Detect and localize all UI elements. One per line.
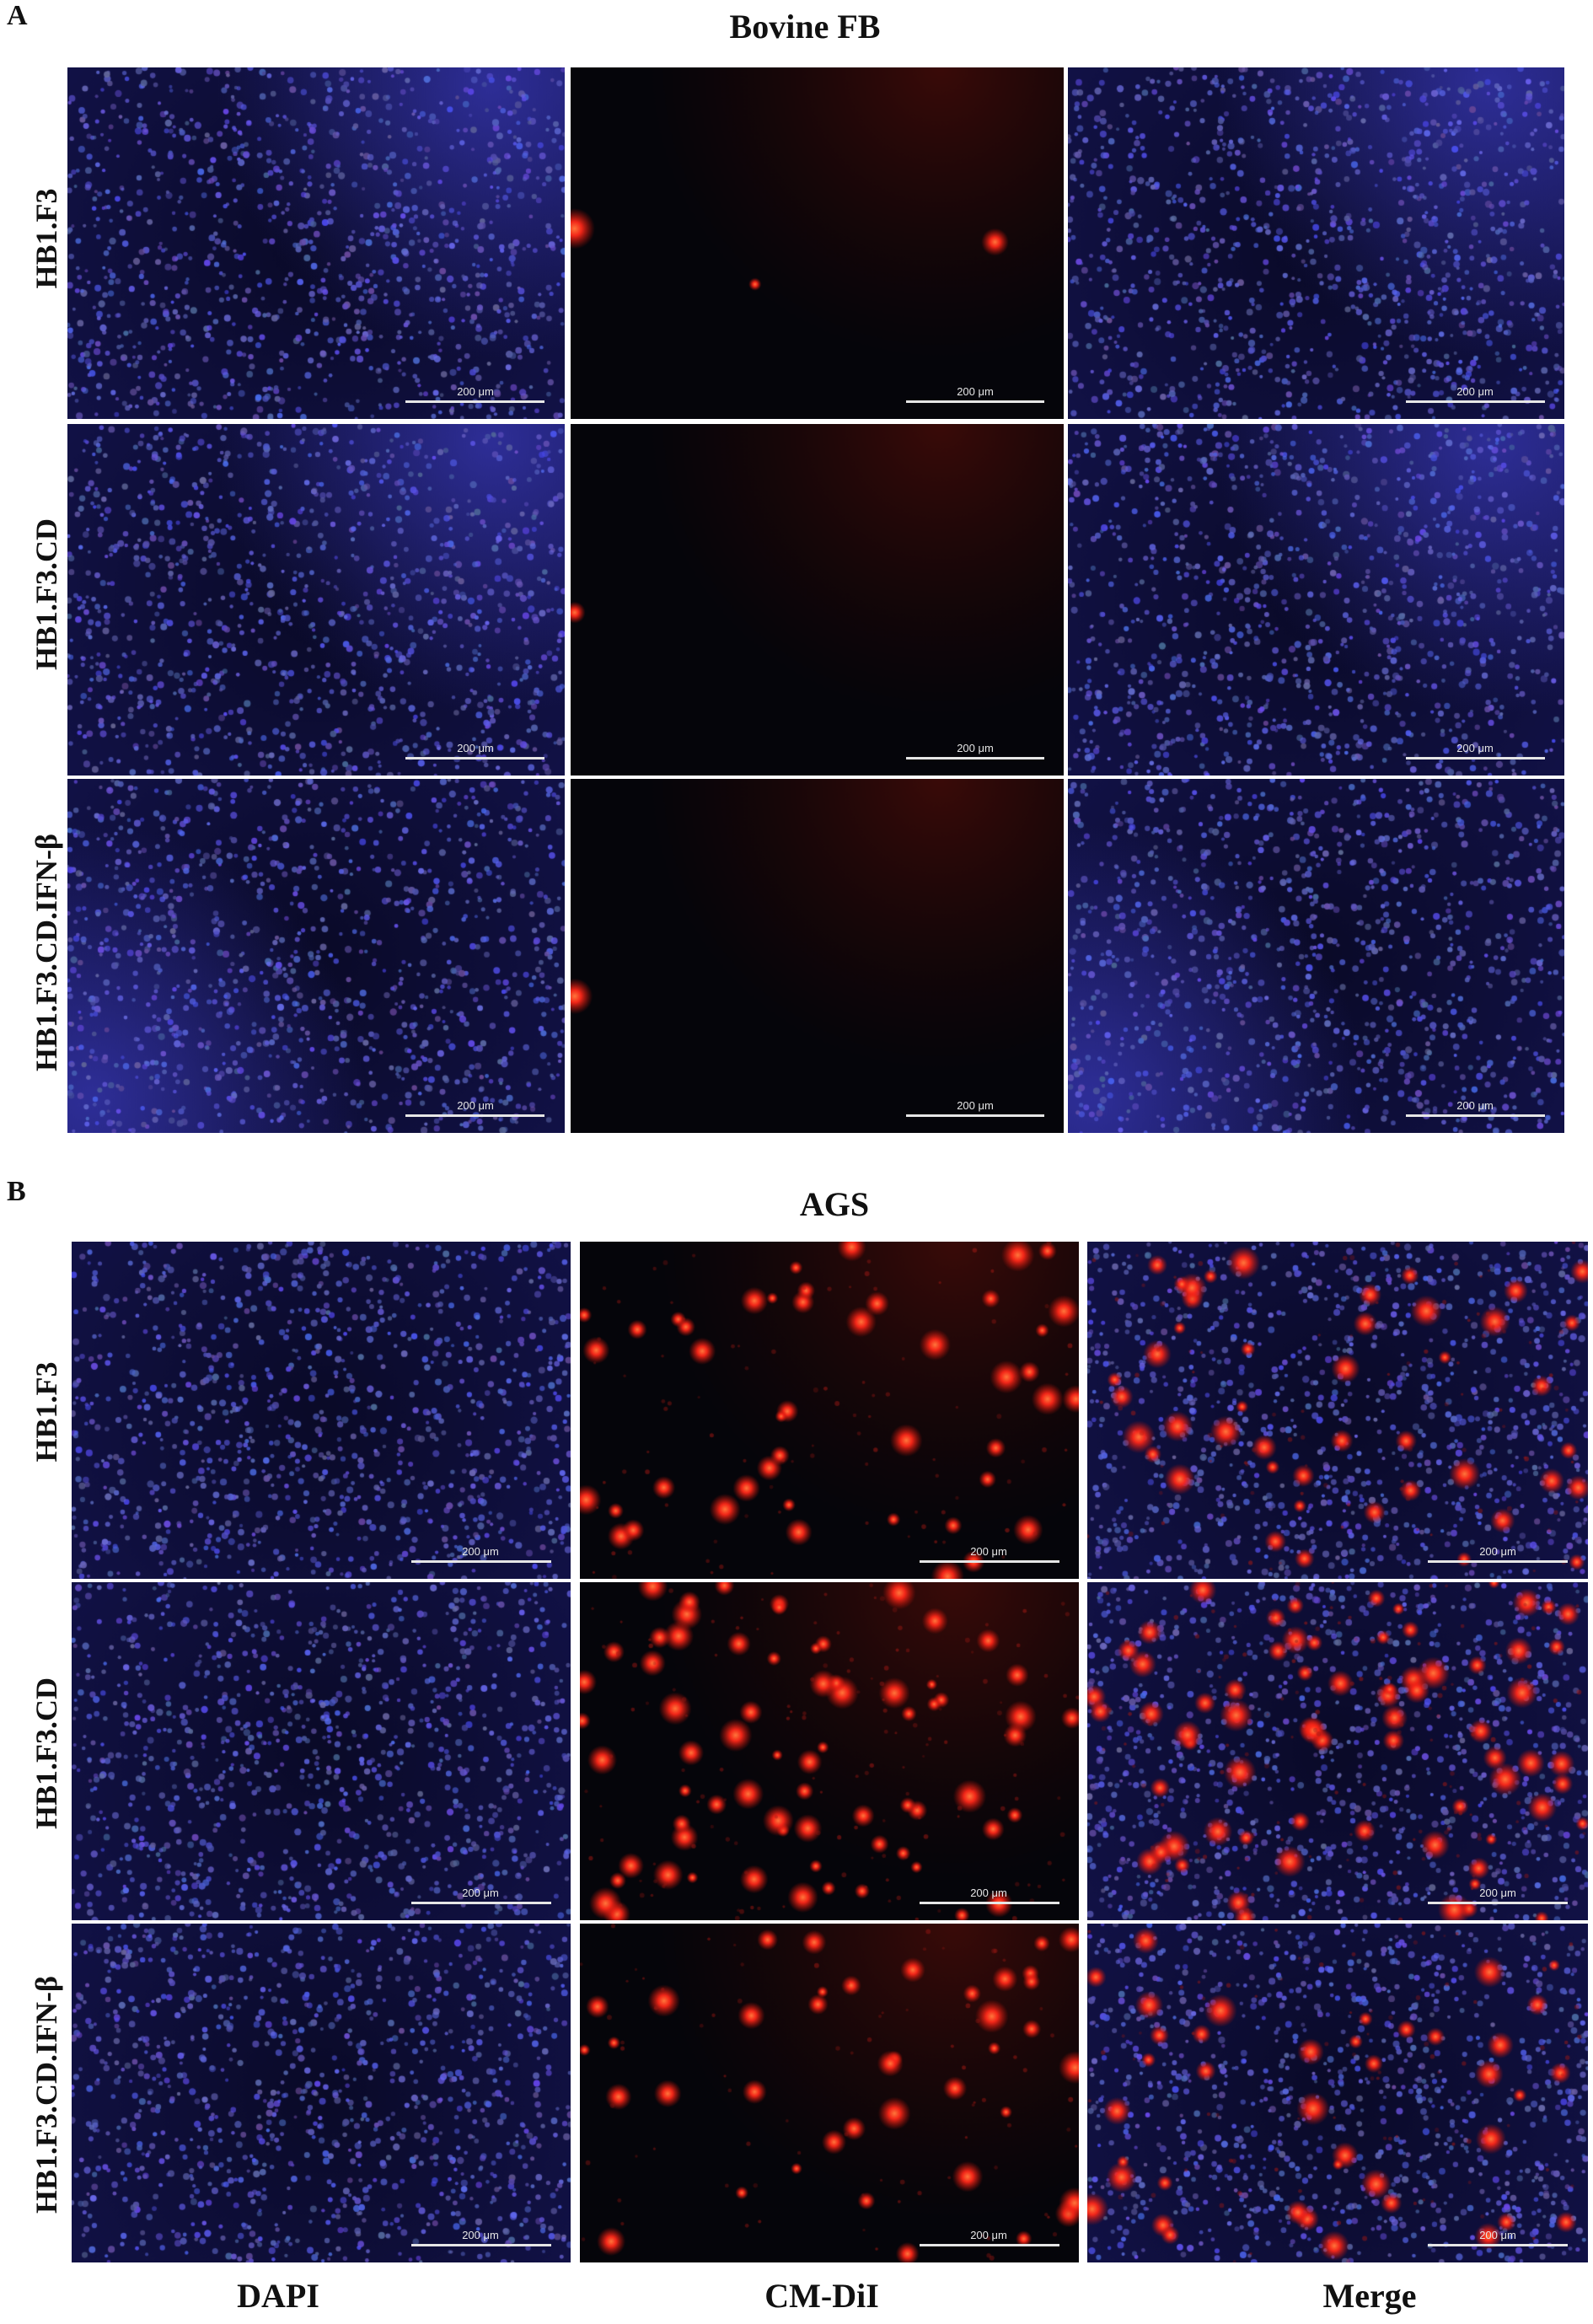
scale-bar bbox=[1428, 1902, 1568, 1904]
panel-b-title: AGS bbox=[799, 1185, 870, 1223]
micrograph-image bbox=[67, 779, 565, 1133]
micrograph-image bbox=[72, 1924, 571, 2262]
scale-bar-label: 200 μm bbox=[1479, 2229, 1516, 2241]
micrograph-b-row2-dapi: 200 μm bbox=[72, 1582, 571, 1920]
micrograph-a-row2-dapi: 200 μm bbox=[67, 424, 565, 776]
micrograph-a-row2-cm-dil: 200 μm bbox=[571, 424, 1064, 776]
scale-bar bbox=[411, 1560, 551, 1563]
scale-bar-label: 200 μm bbox=[1456, 1099, 1494, 1112]
scale-bar bbox=[1406, 757, 1545, 759]
column-label-cm-dil: CM-DiI bbox=[764, 2277, 879, 2315]
micrograph-image bbox=[571, 779, 1064, 1133]
scale-bar-label: 200 μm bbox=[1479, 1887, 1516, 1899]
scale-bar bbox=[411, 1902, 551, 1904]
scale-bar-label: 200 μm bbox=[457, 385, 494, 398]
micrograph-a-row3-cm-dil: 200 μm bbox=[571, 779, 1064, 1133]
scale-bar-label: 200 μm bbox=[957, 742, 994, 754]
micrograph-image bbox=[67, 424, 565, 776]
micrograph-b-row1-merge: 200 μm bbox=[1087, 1242, 1588, 1579]
scale-bar-label: 200 μm bbox=[970, 1887, 1007, 1899]
scale-bar bbox=[405, 400, 544, 403]
micrograph-a-row1-merge: 200 μm bbox=[1068, 67, 1564, 419]
micrograph-image bbox=[571, 67, 1064, 419]
micrograph-image bbox=[1068, 779, 1564, 1133]
micrograph-image bbox=[580, 1242, 1079, 1579]
scale-bar-label: 200 μm bbox=[462, 1887, 499, 1899]
scale-bar-label: 200 μm bbox=[457, 742, 494, 754]
scale-bar bbox=[405, 1114, 544, 1117]
scale-bar-label: 200 μm bbox=[457, 1099, 494, 1112]
micrograph-image bbox=[571, 424, 1064, 776]
scale-bar-label: 200 μm bbox=[1456, 385, 1494, 398]
micrograph-image bbox=[1068, 424, 1564, 776]
scale-bar-label: 200 μm bbox=[462, 1545, 499, 1558]
scale-bar bbox=[920, 1902, 1059, 1904]
micrograph-b-row3-dapi: 200 μm bbox=[72, 1924, 571, 2262]
micrograph-image bbox=[1087, 1582, 1588, 1920]
micrograph-image bbox=[1087, 1242, 1588, 1579]
micrograph-a-row3-dapi: 200 μm bbox=[67, 779, 565, 1133]
column-label-merge: Merge bbox=[1322, 2277, 1417, 2315]
micrograph-image bbox=[580, 1582, 1079, 1920]
scale-bar bbox=[1428, 1560, 1568, 1563]
micrograph-image bbox=[580, 1924, 1079, 2262]
scale-bar bbox=[920, 2244, 1059, 2246]
scale-bar bbox=[906, 757, 1044, 759]
scale-bar-label: 200 μm bbox=[1456, 742, 1494, 754]
micrograph-image bbox=[1068, 67, 1564, 419]
scale-bar-label: 200 μm bbox=[1479, 1545, 1516, 1558]
scale-bar-label: 200 μm bbox=[957, 385, 994, 398]
micrograph-a-row1-cm-dil: 200 μm bbox=[571, 67, 1064, 419]
micrograph-image bbox=[1087, 1924, 1588, 2262]
micrograph-a-row3-merge: 200 μm bbox=[1068, 779, 1564, 1133]
micrograph-image bbox=[72, 1242, 571, 1579]
panel-a-letter: A bbox=[7, 0, 28, 31]
scale-bar-label: 200 μm bbox=[970, 2229, 1007, 2241]
micrograph-b-row3-merge: 200 μm bbox=[1087, 1924, 1588, 2262]
scale-bar-label: 200 μm bbox=[957, 1099, 994, 1112]
micrograph-b-row1-dapi: 200 μm bbox=[72, 1242, 571, 1579]
scale-bar bbox=[920, 1560, 1059, 1563]
scale-bar bbox=[1406, 400, 1545, 403]
panel-a-title: Bovine FB bbox=[729, 8, 881, 46]
micrograph-b-row1-cm-dil: 200 μm bbox=[580, 1242, 1079, 1579]
scale-bar bbox=[906, 1114, 1044, 1117]
scale-bar bbox=[1406, 1114, 1545, 1117]
scale-bar bbox=[411, 2244, 551, 2246]
micrograph-image bbox=[72, 1582, 571, 1920]
panel-b-letter: B bbox=[7, 1176, 26, 1207]
scale-bar bbox=[906, 400, 1044, 403]
micrograph-b-row2-merge: 200 μm bbox=[1087, 1582, 1588, 1920]
scale-bar bbox=[1428, 2244, 1568, 2246]
micrograph-b-row3-cm-dil: 200 μm bbox=[580, 1924, 1079, 2262]
column-label-dapi: DAPI bbox=[237, 2277, 319, 2315]
scale-bar-label: 200 μm bbox=[970, 1545, 1007, 1558]
scale-bar-label: 200 μm bbox=[462, 2229, 499, 2241]
micrograph-b-row2-cm-dil: 200 μm bbox=[580, 1582, 1079, 1920]
scale-bar bbox=[405, 757, 544, 759]
micrograph-a-row1-dapi: 200 μm bbox=[67, 67, 565, 419]
micrograph-image bbox=[67, 67, 565, 419]
micrograph-a-row2-merge: 200 μm bbox=[1068, 424, 1564, 776]
